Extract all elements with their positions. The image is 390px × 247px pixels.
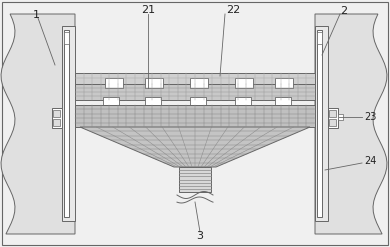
Bar: [75, 105, 315, 127]
Bar: [235, 97, 251, 105]
Bar: [52, 108, 62, 128]
Bar: [62, 26, 75, 221]
Text: 23: 23: [364, 112, 376, 122]
Text: 21: 21: [141, 5, 155, 15]
Bar: [190, 78, 208, 88]
Bar: [53, 110, 60, 117]
Bar: [145, 97, 161, 105]
Text: 22: 22: [226, 5, 240, 15]
Bar: [338, 114, 343, 120]
Polygon shape: [80, 127, 310, 167]
Bar: [275, 78, 293, 88]
Bar: [145, 78, 163, 88]
Bar: [64, 30, 69, 217]
Bar: [75, 84, 315, 100]
Bar: [64, 32, 69, 44]
Text: 3: 3: [197, 231, 204, 241]
Bar: [103, 97, 119, 105]
Bar: [317, 32, 322, 44]
Bar: [190, 97, 206, 105]
Bar: [329, 119, 336, 126]
Bar: [317, 30, 322, 217]
Polygon shape: [1, 14, 75, 234]
Bar: [275, 97, 291, 105]
Bar: [53, 119, 60, 126]
Bar: [328, 108, 338, 128]
Polygon shape: [315, 14, 387, 234]
Bar: [179, 167, 211, 192]
Bar: [75, 73, 315, 84]
Bar: [329, 110, 336, 117]
Bar: [235, 78, 253, 88]
Text: 1: 1: [32, 10, 39, 20]
Bar: [105, 78, 123, 88]
Bar: [315, 26, 328, 221]
Text: 24: 24: [364, 156, 376, 166]
Text: 2: 2: [340, 6, 347, 16]
